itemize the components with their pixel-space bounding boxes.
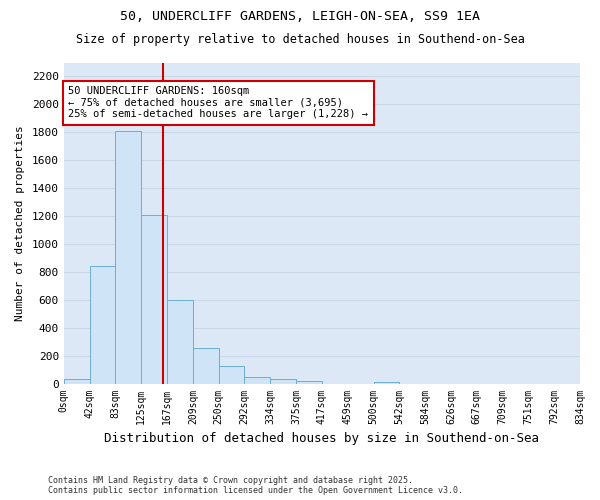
Bar <box>193 348 218 384</box>
Bar <box>115 131 141 384</box>
Bar <box>244 376 270 384</box>
Bar <box>374 382 400 384</box>
Bar <box>89 266 115 384</box>
Text: 50 UNDERCLIFF GARDENS: 160sqm
← 75% of detached houses are smaller (3,695)
25% o: 50 UNDERCLIFF GARDENS: 160sqm ← 75% of d… <box>68 86 368 120</box>
Bar <box>270 380 296 384</box>
Text: Contains HM Land Registry data © Crown copyright and database right 2025.
Contai: Contains HM Land Registry data © Crown c… <box>48 476 463 495</box>
Bar <box>64 380 89 384</box>
Bar <box>296 381 322 384</box>
X-axis label: Distribution of detached houses by size in Southend-on-Sea: Distribution of detached houses by size … <box>104 432 539 445</box>
Bar <box>218 366 244 384</box>
Bar <box>141 214 167 384</box>
Text: Size of property relative to detached houses in Southend-on-Sea: Size of property relative to detached ho… <box>76 32 524 46</box>
Bar <box>167 300 193 384</box>
Y-axis label: Number of detached properties: Number of detached properties <box>15 125 25 321</box>
Text: 50, UNDERCLIFF GARDENS, LEIGH-ON-SEA, SS9 1EA: 50, UNDERCLIFF GARDENS, LEIGH-ON-SEA, SS… <box>120 10 480 23</box>
